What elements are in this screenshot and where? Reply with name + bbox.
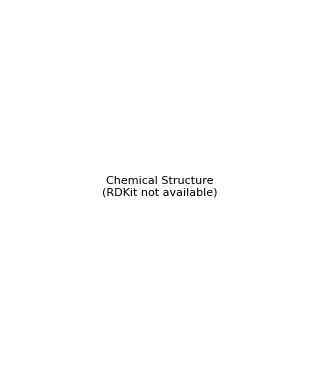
Text: Chemical Structure
(RDKit not available): Chemical Structure (RDKit not available) [102, 176, 218, 198]
